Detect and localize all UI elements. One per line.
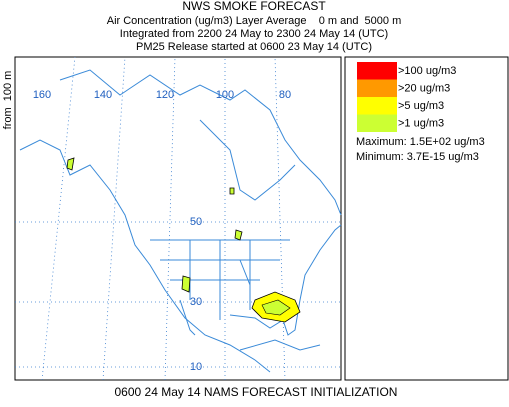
legend-label: >1 ug/m3 — [398, 117, 444, 129]
lon-label: 160 — [33, 89, 51, 101]
header-line: Air Concentration (ug/m3) Layer Average … — [107, 15, 402, 27]
lat-label: 50 — [190, 216, 202, 228]
lat-label: 30 — [190, 296, 202, 308]
side-label: from 100 m — [2, 71, 14, 130]
header-line: Integrated from 2200 24 May to 2300 24 M… — [120, 28, 388, 40]
legend-swatch — [357, 97, 397, 115]
stat: Minimum: 3.7E-15 ug/m3 — [356, 151, 479, 163]
title: NWS SMOKE FORECAST — [182, 0, 326, 13]
legend-swatch — [357, 62, 397, 80]
legend-label: >100 ug/m3 — [398, 65, 456, 77]
legend-label: >20 ug/m3 — [398, 82, 450, 94]
smoke-patch — [181, 275, 191, 293]
lat-label: 10 — [190, 361, 202, 373]
coastline — [19, 139, 271, 373]
smoke-patch — [261, 299, 291, 316]
legend-label: >5 ug/m3 — [398, 100, 444, 112]
lon-label: 140 — [94, 89, 112, 101]
lon-label: 80 — [279, 89, 291, 101]
map-frame — [14, 56, 342, 381]
coastline — [179, 224, 342, 336]
legend-swatch — [357, 79, 397, 97]
header-line: PM25 Release started at 0600 23 May 14 (… — [136, 41, 372, 53]
legend-swatch — [357, 114, 397, 132]
coastline — [239, 339, 321, 351]
footer: 0600 24 May 14 NAMS FORECAST INITIALIZAT… — [115, 385, 398, 399]
stat: Maximum: 1.5E+02 ug/m3 — [356, 136, 485, 148]
lon-label: 100 — [216, 89, 234, 101]
map: 160 140 120 100 80 50 30 10 — [14, 56, 342, 381]
borders — [150, 239, 290, 320]
smoke-patch — [66, 157, 243, 241]
lon-label: 120 — [156, 89, 174, 101]
coastline — [59, 69, 342, 216]
